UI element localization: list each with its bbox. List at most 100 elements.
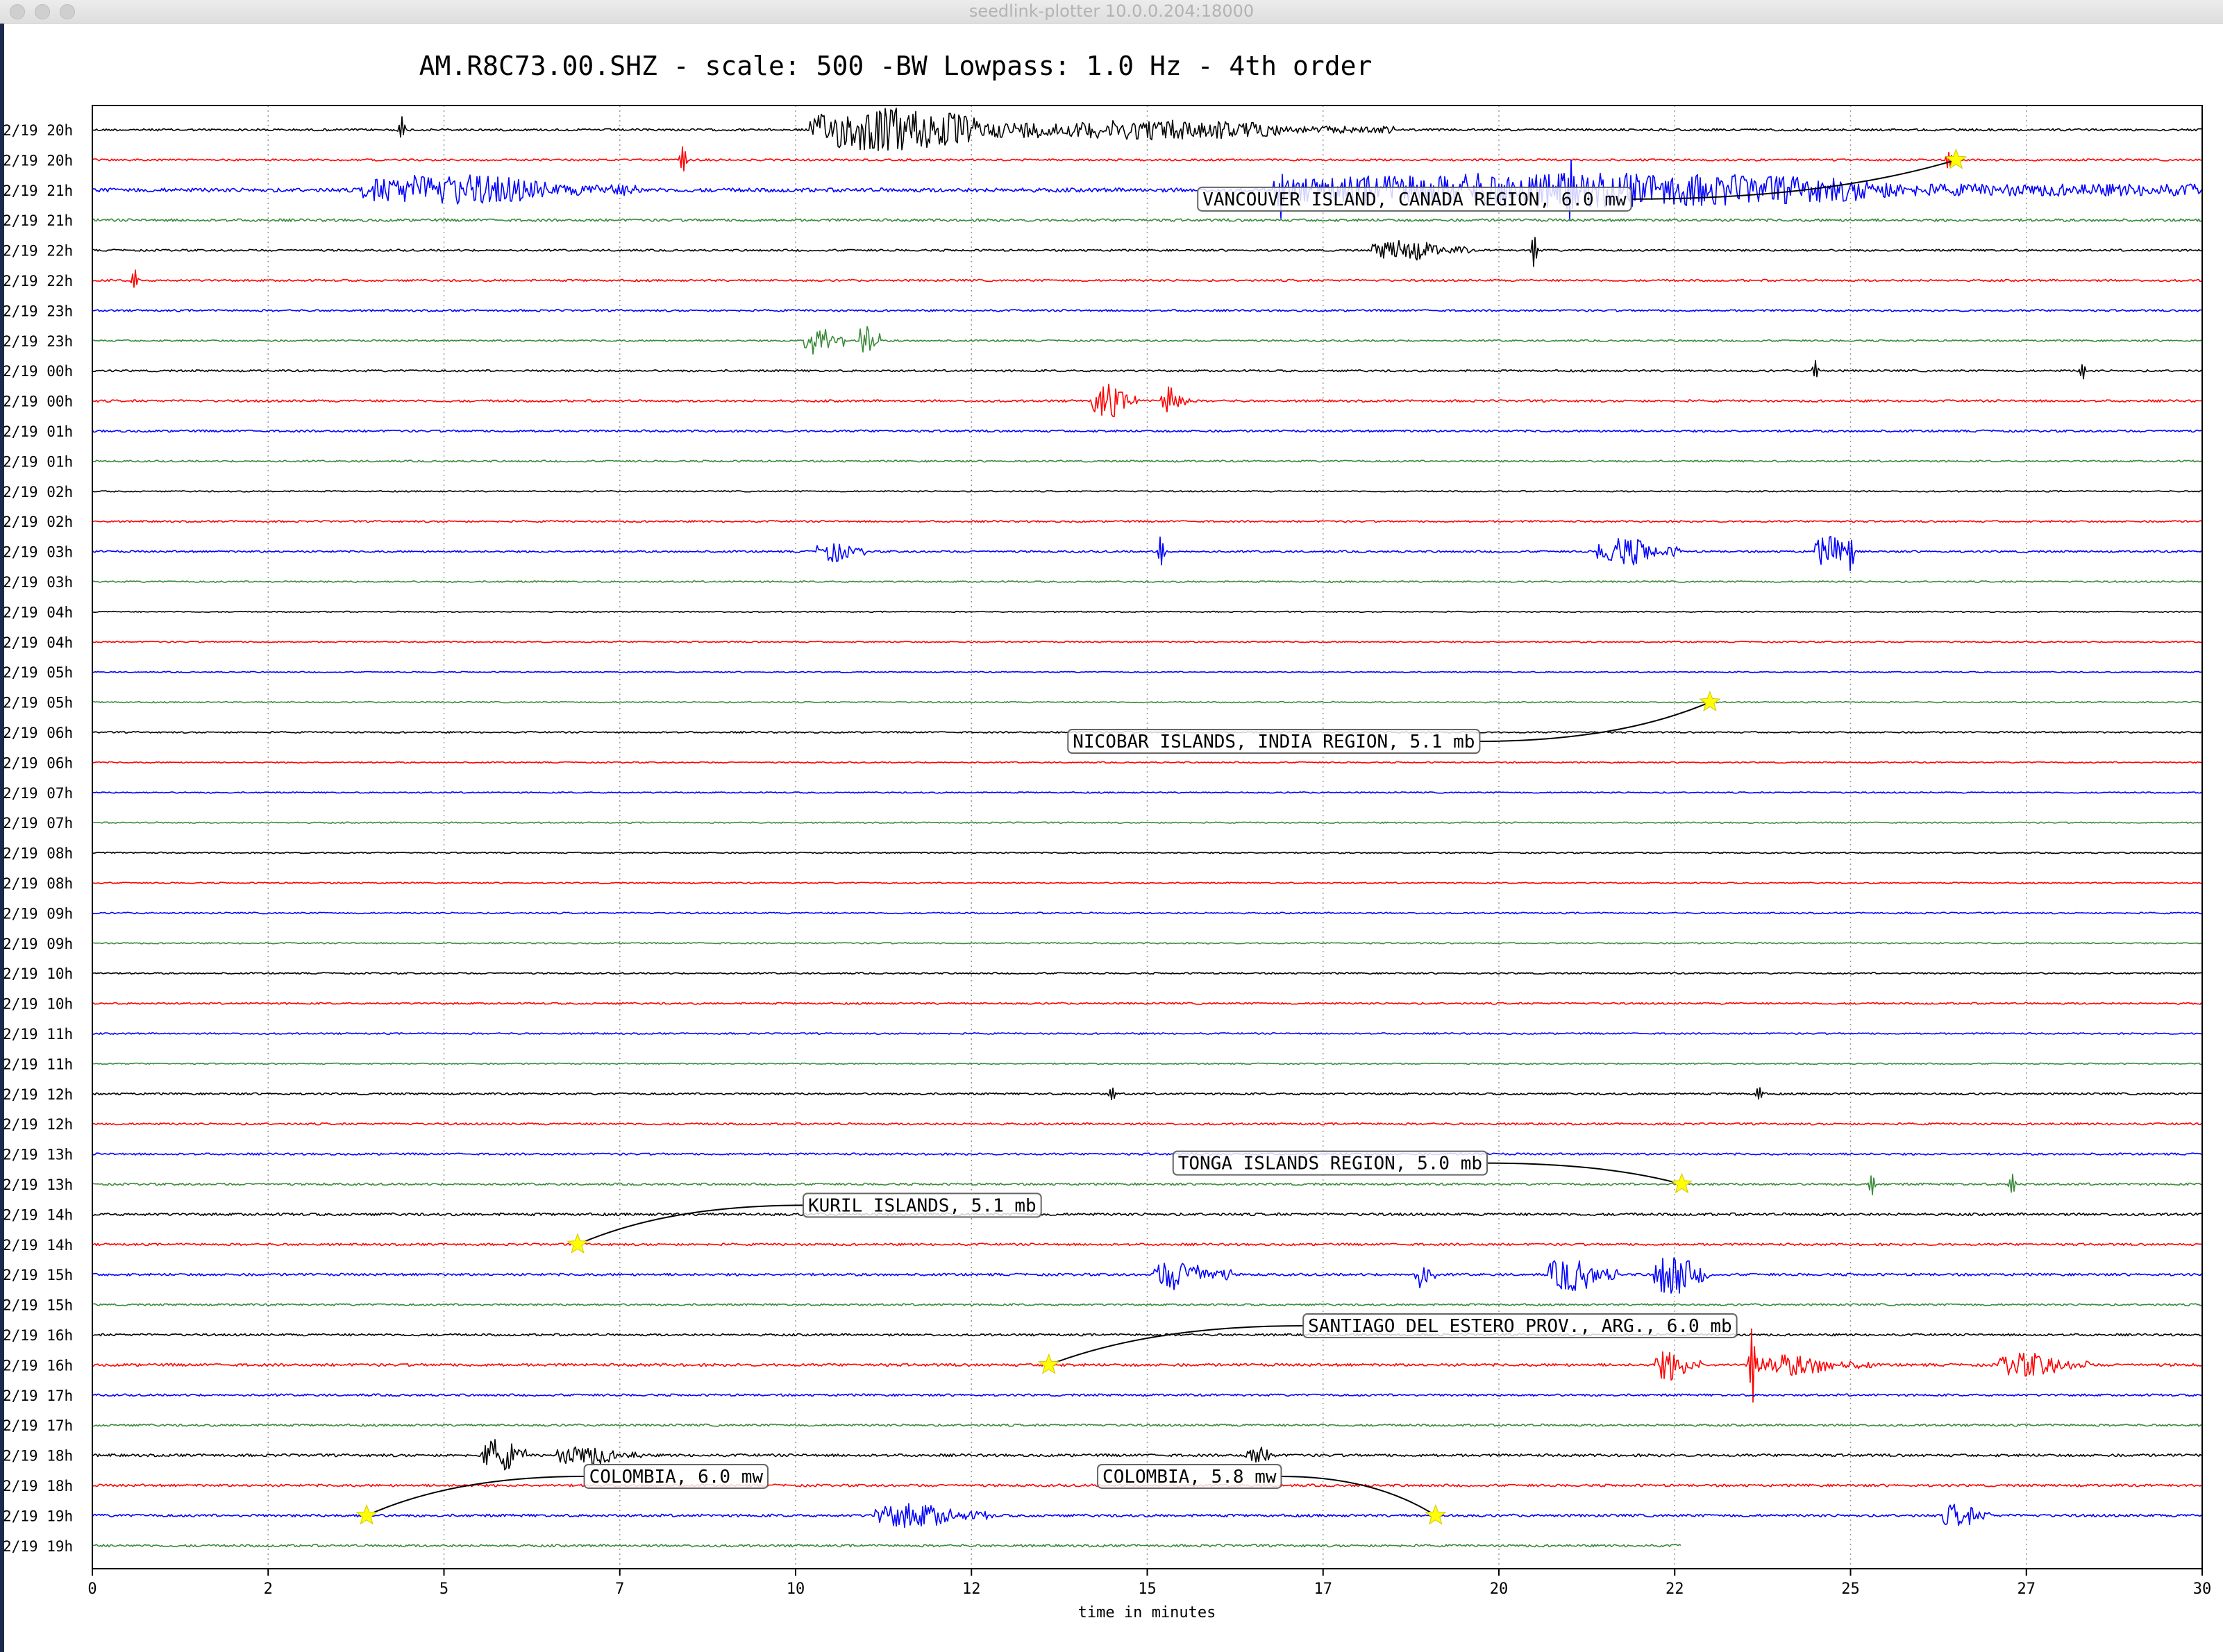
desktop-edge xyxy=(0,0,4,1652)
trace xyxy=(92,269,2202,288)
event-label: COLOMBIA, 5.8 mw xyxy=(1102,1467,1277,1487)
x-tick-label: 0 xyxy=(87,1581,97,1598)
row-label: 2/19 13h xyxy=(3,1147,73,1163)
trace xyxy=(92,1152,2202,1156)
trace xyxy=(92,911,2201,915)
x-tick-label: 7 xyxy=(615,1581,624,1598)
row-label: 2/19 08h xyxy=(3,845,73,862)
trace xyxy=(92,326,2202,355)
trace xyxy=(92,146,2202,172)
x-tick-label: 22 xyxy=(1666,1581,1684,1598)
trace xyxy=(92,429,2202,433)
row-label: 2/19 04h xyxy=(3,604,73,621)
trace xyxy=(92,1333,2202,1337)
x-tick-label: 30 xyxy=(2193,1581,2212,1598)
trace xyxy=(92,821,2202,824)
event-label: NICOBAR ISLANDS, INDIA REGION, 5.1 mb xyxy=(1073,732,1475,752)
traces xyxy=(92,108,2202,1548)
event-label: KURIL ISLANDS, 5.1 mb xyxy=(808,1195,1037,1216)
row-label: 2/19 13h xyxy=(3,1177,73,1193)
event-annotations: VANCOUVER ISLAND, CANADA REGION, 6.0 mw N… xyxy=(355,148,1968,1525)
row-label: 2/19 16h xyxy=(3,1327,73,1344)
row-label: 2/19 18h xyxy=(3,1478,73,1494)
row-label: 2/19 07h xyxy=(3,815,73,832)
trace xyxy=(92,851,2202,854)
row-label: 2/19 23h xyxy=(3,303,73,319)
x-tick-label: 20 xyxy=(1490,1581,1509,1598)
row-label: 2/19 05h xyxy=(3,664,73,681)
event-label: VANCOUVER ISLAND, CANADA REGION, 6.0 mw xyxy=(1202,189,1627,210)
trace xyxy=(92,580,2202,583)
zoom-button[interactable] xyxy=(60,4,75,19)
row-label: 2/19 04h xyxy=(3,634,73,651)
x-tick-label: 15 xyxy=(1138,1581,1157,1598)
x-tick-label: 12 xyxy=(962,1581,981,1598)
trace xyxy=(92,535,2202,572)
event-label: TONGA ISLANDS REGION, 5.0 mb xyxy=(1178,1154,1482,1174)
event-label-box xyxy=(1172,1150,1488,1176)
trace xyxy=(92,942,2202,945)
row-label: 2/19 20h xyxy=(3,152,73,169)
trace xyxy=(92,489,2202,493)
event-label: COLOMBIA, 6.0 mw xyxy=(589,1467,764,1487)
trace xyxy=(92,218,2202,222)
row-label: 2/19 12h xyxy=(3,1116,73,1133)
x-axis-ticks: 0 2 5 7 10 12 15 17 20 22 25 27 30 xyxy=(87,1569,2211,1598)
event-label-box xyxy=(1302,1313,1738,1338)
row-label: 2/19 22h xyxy=(3,273,73,289)
trace xyxy=(92,460,2202,463)
event-leader-line xyxy=(1631,159,1956,200)
row-label: 2/19 15h xyxy=(3,1267,73,1283)
trace xyxy=(92,108,2202,151)
trace xyxy=(92,972,2202,975)
chart-title: AM.R8C73.00.SHZ - scale: 500 -BW Lowpass… xyxy=(419,51,1373,81)
trace xyxy=(92,761,2202,764)
trace xyxy=(92,1242,2202,1247)
row-label: 2/19 16h xyxy=(3,1357,73,1374)
trace xyxy=(92,1439,2202,1471)
trace xyxy=(92,1062,2201,1065)
x-tick-label: 27 xyxy=(2018,1581,2036,1598)
event-star-icon xyxy=(355,1503,378,1525)
trace xyxy=(92,1032,2202,1035)
row-label: 2/19 03h xyxy=(3,574,73,591)
row-label: 2/19 19h xyxy=(3,1538,73,1555)
trace xyxy=(92,383,2202,418)
row-label: 2/19 11h xyxy=(3,1056,73,1072)
row-label: 2/19 07h xyxy=(3,785,73,802)
row-label: 2/19 02h xyxy=(3,514,73,530)
row-label: 2/19 09h xyxy=(3,905,73,922)
event-label-box xyxy=(1067,729,1481,755)
row-label: 2/19 11h xyxy=(3,1026,73,1043)
trace xyxy=(92,1212,2202,1217)
x-tick-label: 17 xyxy=(1314,1581,1333,1598)
row-label: 2/19 10h xyxy=(3,996,73,1013)
row-label: 2/19 00h xyxy=(3,363,73,380)
trace xyxy=(92,640,2202,643)
x-tick-label: 5 xyxy=(439,1581,448,1598)
event-label: SANTIAGO DEL ESTERO PROV., ARG., 6.0 mb xyxy=(1308,1316,1731,1337)
trace xyxy=(92,700,2202,704)
event-star-icon xyxy=(1670,1172,1693,1194)
event-leader-line xyxy=(577,1204,803,1245)
event-star-icon xyxy=(1038,1353,1060,1374)
seismogram-plot: AM.R8C73.00.SHZ - scale: 500 -BW Lowpass… xyxy=(3,51,2211,1621)
trace xyxy=(92,1503,2202,1528)
trace xyxy=(92,1002,2202,1005)
event-star-icon xyxy=(1699,691,1721,711)
row-label: 2/19 06h xyxy=(3,755,73,771)
trace xyxy=(92,1544,1681,1548)
close-button[interactable] xyxy=(10,4,25,19)
trace xyxy=(92,1257,2202,1294)
row-label: 2/19 17h xyxy=(3,1417,73,1434)
row-label: 2/19 00h xyxy=(3,394,73,410)
window-titlebar: seedlink-plotter 10.0.0.204:18000 xyxy=(0,0,2223,24)
event-leader-line xyxy=(1487,1162,1682,1185)
event-label-box xyxy=(1097,1463,1282,1489)
trace xyxy=(92,1087,2202,1101)
event-leader-line xyxy=(366,1475,585,1517)
trace xyxy=(92,237,2201,267)
minimize-button[interactable] xyxy=(35,4,50,19)
trace xyxy=(92,1393,2202,1397)
row-label: 2/19 02h xyxy=(3,484,73,500)
